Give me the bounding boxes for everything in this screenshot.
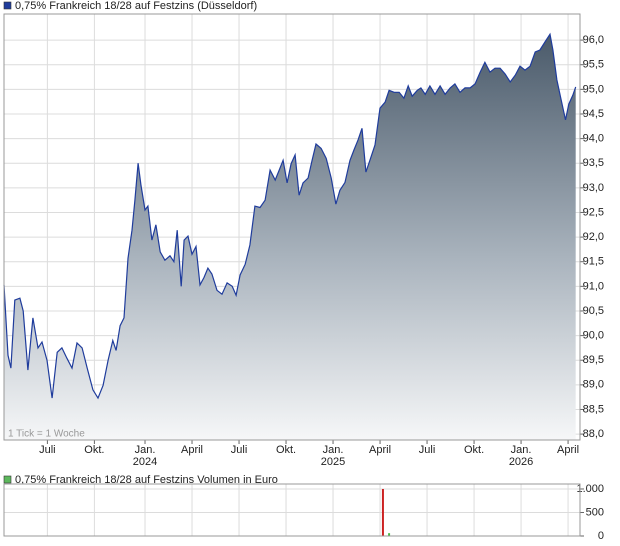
x-tick-label: Okt. bbox=[464, 444, 484, 456]
x-year-label: 2025 bbox=[321, 456, 345, 468]
x-year-label: 2024 bbox=[133, 456, 157, 468]
x-tick-label: Juli bbox=[231, 444, 248, 456]
y-tick-label: 92,0 bbox=[583, 231, 604, 243]
y-tick-label: 96,0 bbox=[583, 34, 604, 46]
y-tick-label: 93,5 bbox=[583, 157, 604, 169]
y-tick-label: 1.000 bbox=[576, 483, 604, 495]
x-tick-label: April bbox=[557, 444, 579, 456]
x-tick-label: April bbox=[369, 444, 391, 456]
y-tick-label: 91,0 bbox=[583, 280, 604, 292]
y-tick-label: 90,0 bbox=[583, 329, 604, 341]
line bbox=[3, 32, 577, 400]
x-tick-label: Okt. bbox=[84, 444, 104, 456]
x-tick-label: Jan. bbox=[135, 444, 156, 456]
bar bbox=[388, 533, 391, 536]
plot-frame bbox=[3, 483, 581, 537]
y-tick-label: 95,0 bbox=[583, 83, 604, 95]
legend-swatch bbox=[3, 475, 12, 484]
note: 1 Tick = 1 Woche bbox=[8, 429, 85, 440]
x-tick-label: Jan. bbox=[323, 444, 344, 456]
y-tick-label: 88,5 bbox=[583, 403, 604, 415]
y-tick-label: 94,0 bbox=[583, 133, 604, 145]
y-tick-label: 89,0 bbox=[583, 379, 604, 391]
y-tick-label: 89,5 bbox=[583, 354, 604, 366]
y-tick-label: 92,5 bbox=[583, 206, 604, 218]
y-tick-label: 90,5 bbox=[583, 305, 604, 317]
y-tick-label: 94,5 bbox=[583, 108, 604, 120]
bar bbox=[381, 488, 384, 536]
legend-label: 0,75% Frankreich 18/28 auf Festzins (Düs… bbox=[15, 0, 257, 12]
y-tick-label: 93,0 bbox=[583, 182, 604, 194]
x-tick-label: Okt. bbox=[276, 444, 296, 456]
y-tick-label: 0 bbox=[598, 530, 604, 542]
y-tick-label: 95,5 bbox=[583, 59, 604, 71]
legend-label: 0,75% Frankreich 18/28 auf Festzins Volu… bbox=[15, 474, 278, 486]
area bbox=[4, 34, 576, 440]
x-tick-label: Juli bbox=[39, 444, 56, 456]
legend-swatch bbox=[3, 1, 12, 10]
x-year-label: 2026 bbox=[509, 456, 533, 468]
x-tick-label: April bbox=[181, 444, 203, 456]
plot-frame bbox=[3, 13, 581, 441]
y-tick-label: 91,5 bbox=[583, 256, 604, 268]
x-tick-label: Jan. bbox=[511, 444, 532, 456]
y-tick-label: 500 bbox=[586, 506, 604, 518]
x-tick-label: Juli bbox=[419, 444, 436, 456]
y-tick-label: 88,0 bbox=[583, 428, 604, 440]
